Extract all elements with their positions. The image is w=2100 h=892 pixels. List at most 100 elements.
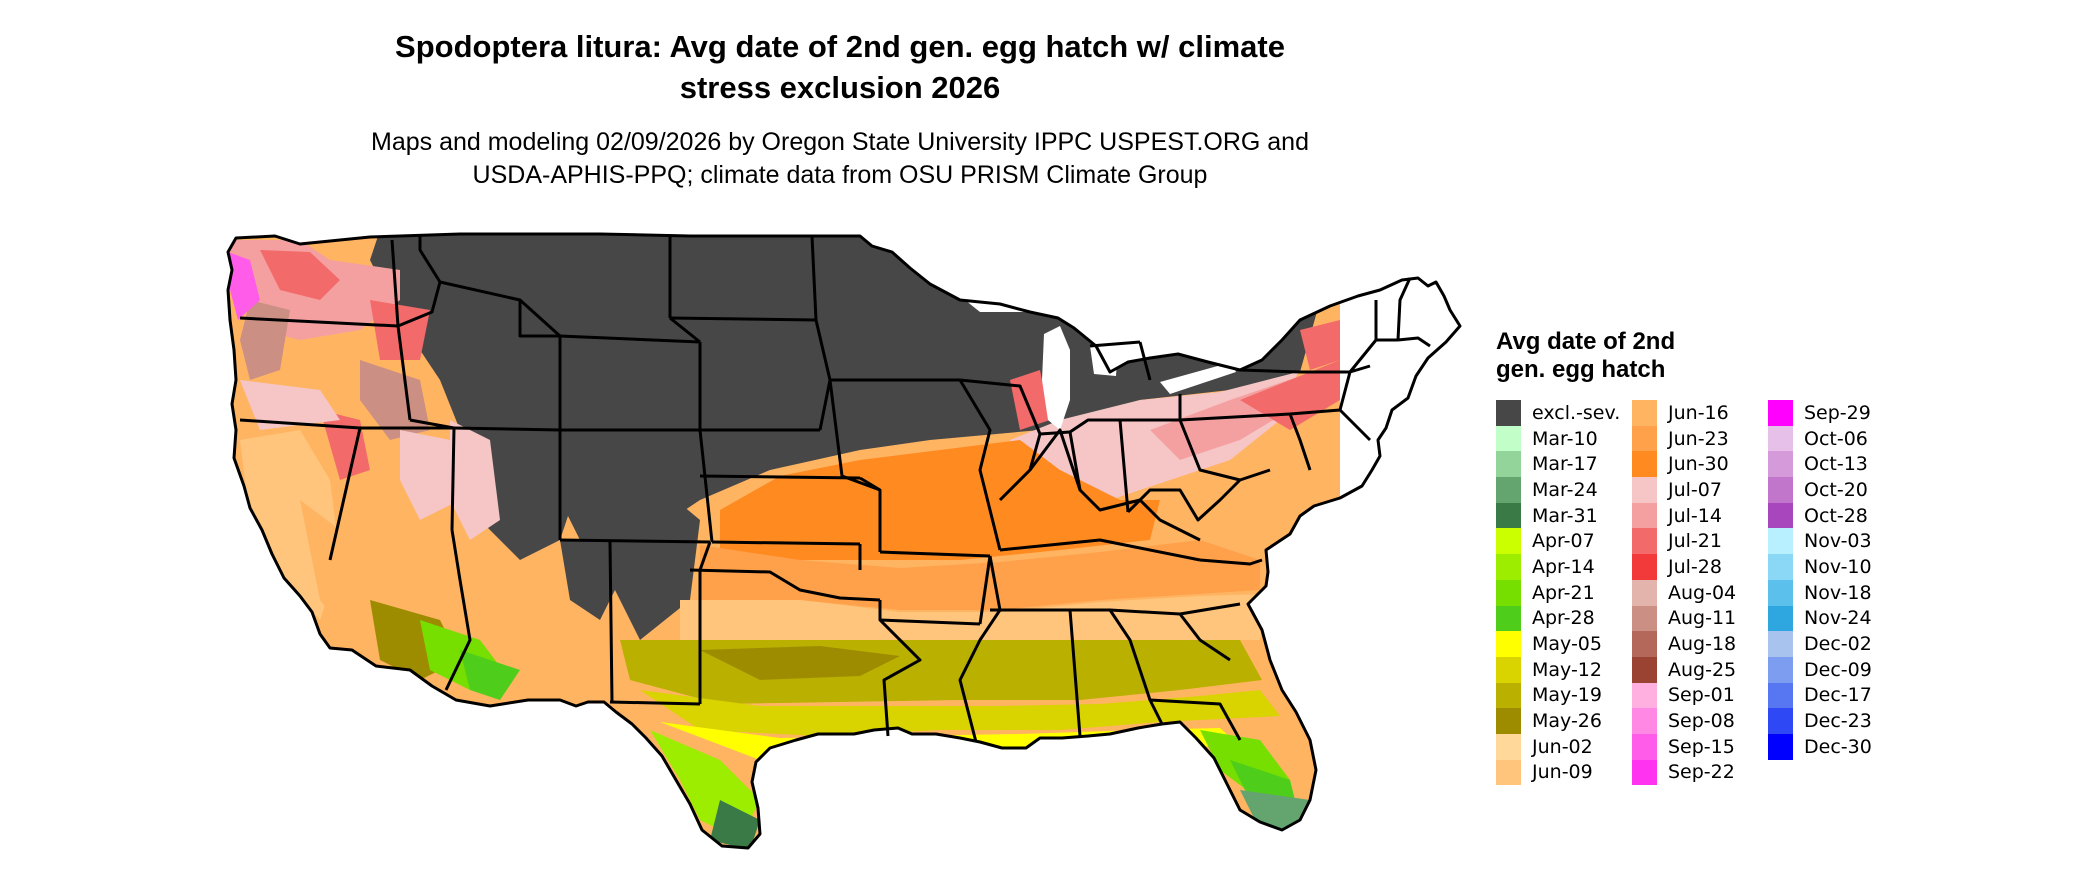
legend-swatch [1496, 708, 1521, 734]
legend-label: Sep-01 [1668, 684, 1735, 707]
legend-item: excl.-sev. [1496, 400, 1632, 426]
legend-label: Oct-06 [1804, 427, 1868, 450]
legend-item: Jun-02 [1496, 733, 1632, 760]
legend-swatch [1632, 605, 1657, 632]
legend-label: Aug-04 [1668, 581, 1737, 604]
legend-label: Aug-25 [1668, 658, 1737, 681]
legend-item: Apr-28 [1496, 605, 1632, 632]
legend-label: Aug-11 [1668, 607, 1737, 630]
legend-swatch [1496, 554, 1521, 580]
legend-label: Mar-31 [1532, 504, 1598, 527]
legend-item: Aug-18 [1632, 631, 1768, 657]
legend-swatch [1632, 708, 1657, 734]
legend-swatch [1768, 502, 1793, 529]
legend-label: Dec-30 [1804, 735, 1872, 758]
legend-swatch [1496, 528, 1521, 555]
legend-item: Nov-24 [1768, 605, 1904, 632]
legend-label: Jun-30 [1668, 453, 1729, 476]
legend-swatch [1632, 502, 1657, 529]
legend-label: Jul-07 [1668, 478, 1722, 501]
legend-item: Dec-30 [1768, 733, 1904, 760]
map-title-line-2: stress exclusion 2026 [679, 70, 1001, 105]
legend-item: Apr-21 [1496, 579, 1632, 606]
legend-swatch [1632, 451, 1657, 478]
legend-swatch [1496, 605, 1521, 632]
legend-swatch [1768, 579, 1793, 606]
legend-swatch [1632, 656, 1657, 683]
legend-item: Sep-08 [1632, 708, 1768, 734]
legend-label: Sep-22 [1668, 761, 1735, 784]
legend-item: Jun-23 [1632, 425, 1768, 452]
legend-label: Jun-02 [1532, 735, 1593, 758]
legend-swatch [1768, 554, 1793, 580]
legend-label: Oct-28 [1804, 504, 1868, 527]
legend-swatch [1496, 502, 1521, 529]
legend-item: Jun-16 [1632, 400, 1768, 426]
legend-label: May-19 [1532, 684, 1602, 707]
legend-swatch [1768, 477, 1793, 503]
legend-item: Jul-14 [1632, 502, 1768, 529]
legend-swatch [1632, 400, 1657, 426]
legend-swatch [1768, 451, 1793, 478]
legend-label: May-12 [1532, 658, 1602, 681]
legend-swatch [1496, 425, 1521, 452]
legend-label: Aug-18 [1668, 633, 1737, 656]
legend-swatch [1768, 733, 1793, 760]
legend-item: Apr-14 [1496, 554, 1632, 580]
legend-column: Jun-16 Jun-23 Jun-30 Jul-07 Jul-14 Jul-21 Jul-… [1632, 400, 1768, 786]
legend-swatch [1496, 451, 1521, 478]
legend-label: Mar-17 [1532, 453, 1598, 476]
legend-item: Jun-09 [1496, 759, 1632, 786]
legend-item: Sep-22 [1632, 759, 1768, 786]
legend-label: Jun-16 [1668, 401, 1729, 424]
legend-swatch [1632, 631, 1657, 657]
legend-label: Mar-10 [1532, 427, 1598, 450]
legend-label: Jul-21 [1668, 530, 1722, 553]
lake-michigan [1042, 326, 1070, 430]
legend-label: Jun-09 [1532, 761, 1593, 784]
legend-item: Aug-25 [1632, 656, 1768, 683]
legend-item: Nov-18 [1768, 579, 1904, 606]
map-subtitle: Maps and modeling 02/09/2026 by Oregon S… [240, 126, 1440, 192]
legend-label: Sep-08 [1668, 710, 1735, 733]
legend-title: Avg date of 2nd gen. egg hatch [1496, 328, 1756, 384]
legend-label: Apr-07 [1532, 530, 1595, 553]
legend-swatch [1496, 579, 1521, 606]
legend-item: Jul-28 [1632, 554, 1768, 580]
legend-label: Jun-23 [1668, 427, 1729, 450]
legend-columns: excl.-sev. Mar-10 Mar-17 Mar-24 Mar-31 Apr-07… [1496, 400, 1904, 786]
legend-item: Oct-06 [1768, 425, 1904, 452]
legend-item: May-19 [1496, 682, 1632, 709]
legend-label: Sep-29 [1804, 401, 1871, 424]
legend-item: Oct-28 [1768, 502, 1904, 529]
legend-swatch [1768, 631, 1793, 657]
legend-swatch [1768, 682, 1793, 709]
map-subtitle-line-2: USDA-APHIS-PPQ; climate data from OSU PR… [472, 161, 1208, 189]
legend-label: May-26 [1532, 710, 1602, 733]
legend-label: Jul-28 [1668, 555, 1722, 578]
legend-item: Sep-01 [1632, 682, 1768, 709]
legend-label: Mar-24 [1532, 478, 1598, 501]
legend-swatch [1768, 425, 1793, 452]
legend-swatch [1632, 682, 1657, 709]
legend-item: Mar-10 [1496, 425, 1632, 452]
legend-label: Sep-15 [1668, 735, 1735, 758]
legend-label: Apr-21 [1532, 581, 1595, 604]
legend-label: Nov-03 [1804, 530, 1872, 553]
legend-item: Sep-15 [1632, 733, 1768, 760]
legend-label: Dec-17 [1804, 684, 1872, 707]
hatch-date-raster [228, 234, 1340, 848]
legend-item: Jul-21 [1632, 528, 1768, 555]
legend-swatch [1496, 656, 1521, 683]
lake-erie [1160, 362, 1236, 394]
legend-swatch [1496, 631, 1521, 657]
legend-swatch [1632, 528, 1657, 555]
legend-item: Sep-29 [1768, 400, 1904, 426]
legend-swatch [1496, 682, 1521, 709]
legend-item: Nov-03 [1768, 528, 1904, 555]
legend-swatch [1496, 477, 1521, 503]
legend-item: Aug-04 [1632, 579, 1768, 606]
legend-swatch [1768, 656, 1793, 683]
title-block: Spodoptera litura: Avg date of 2nd gen. … [240, 26, 1440, 192]
